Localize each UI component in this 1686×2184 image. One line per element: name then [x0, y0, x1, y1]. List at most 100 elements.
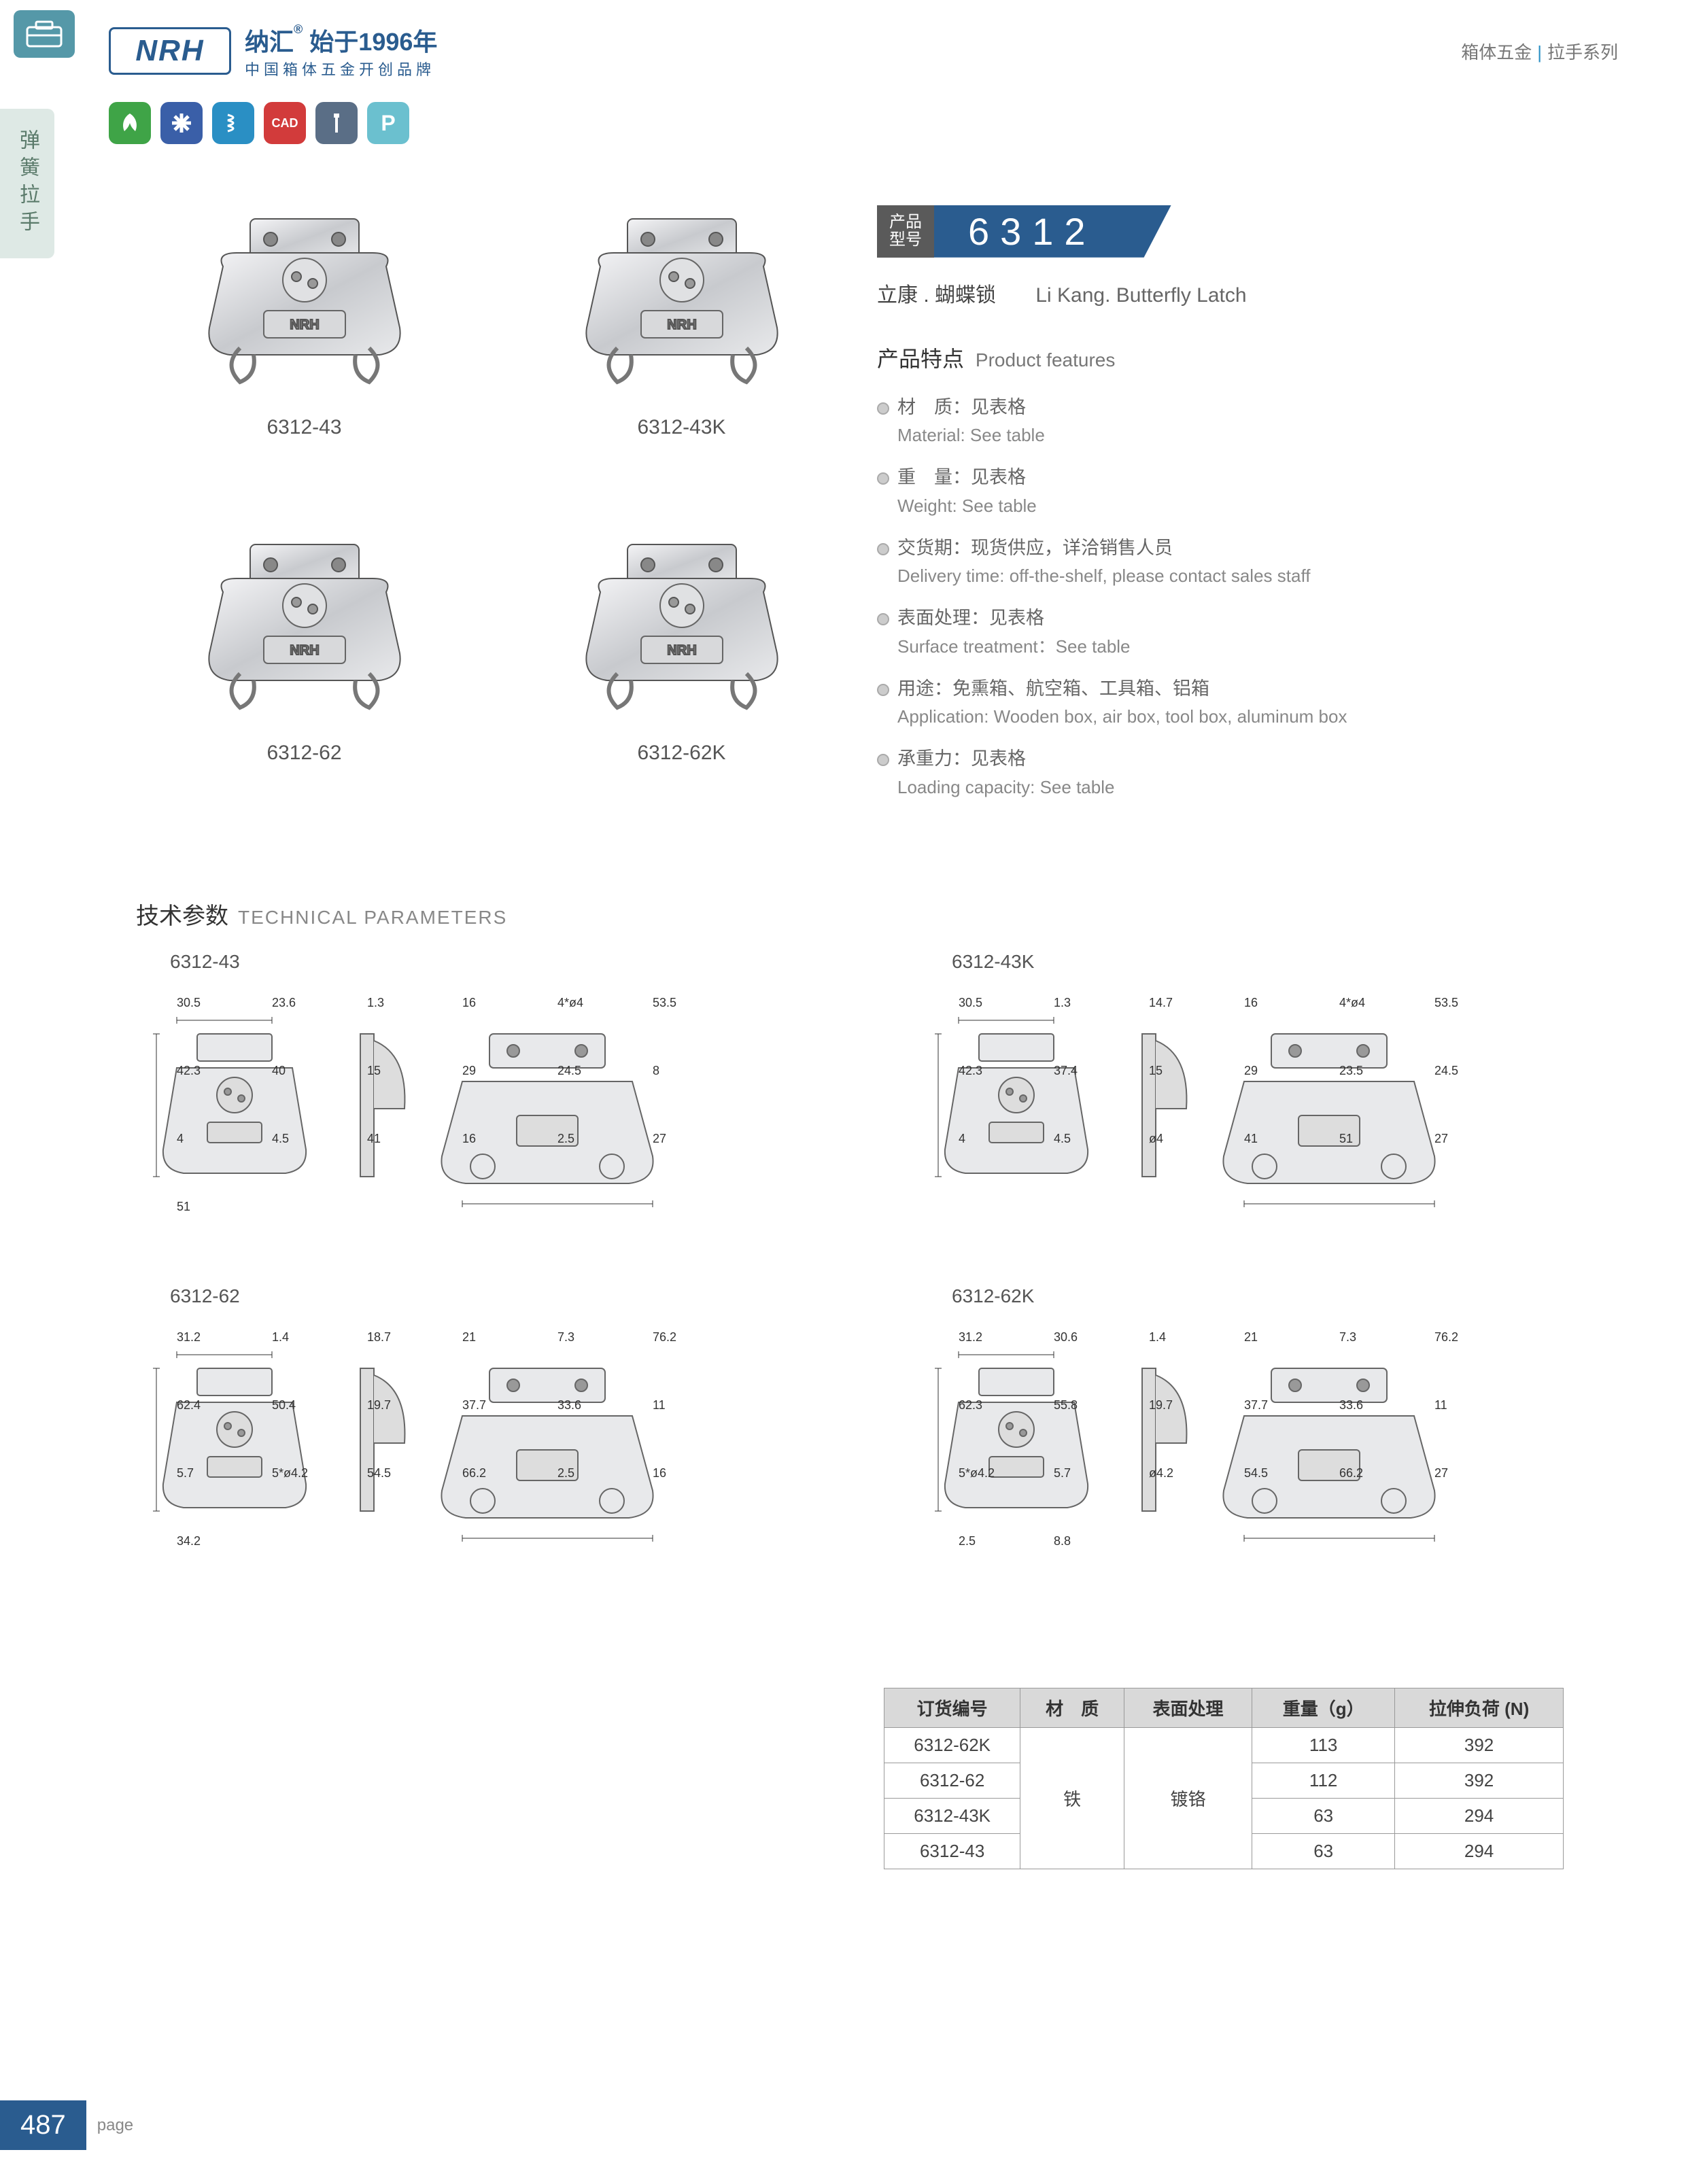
svg-text:37.4: 37.4 — [1054, 1064, 1078, 1077]
svg-text:1.3: 1.3 — [1054, 996, 1071, 1009]
cell-load: 392 — [1395, 1763, 1564, 1798]
svg-text:66.2: 66.2 — [462, 1466, 486, 1480]
svg-text:62.3: 62.3 — [959, 1398, 982, 1412]
product-label: 6312-62K — [513, 742, 850, 765]
product-image: NRH — [553, 531, 811, 721]
svg-text:30.5: 30.5 — [177, 996, 201, 1009]
product-info-column: 产品型号 6312 立康 . 蝴蝶锁 Li Kang. Butterfly La… — [850, 205, 1618, 816]
product-cell: NRH 6312-62 — [136, 531, 472, 816]
cell-weight: 63 — [1252, 1833, 1395, 1869]
table-header: 重量（g） — [1252, 1688, 1395, 1727]
attribute-icon — [212, 102, 254, 144]
product-label: 6312-62 — [136, 742, 472, 765]
cell-load: 294 — [1395, 1798, 1564, 1833]
svg-text:27: 27 — [1434, 1132, 1448, 1145]
product-subtitle: 立康 . 蝴蝶锁 Li Kang. Butterfly Latch — [877, 278, 1618, 308]
breadcrumb: 箱体五金|拉手系列 — [1461, 39, 1618, 64]
attribute-icon: P — [367, 102, 409, 144]
breadcrumb-series: 拉手系列 — [1547, 42, 1618, 63]
svg-text:27: 27 — [1434, 1466, 1448, 1480]
svg-text:NRH: NRH — [667, 317, 696, 332]
svg-text:15: 15 — [1149, 1064, 1163, 1077]
svg-text:51: 51 — [177, 1200, 190, 1213]
tech-heading: 技术参数TECHNICAL PARAMETERS — [136, 897, 1618, 931]
technical-drawing: 31.230.61.4217.376.262.355.819.737.733.6… — [918, 1321, 1530, 1579]
svg-text:34.2: 34.2 — [177, 1534, 201, 1548]
feature-list: 材 质：见表格Material: See table重 量：见表格Weight:… — [877, 394, 1618, 801]
product-image-grid: NRH 6312-43 NRH 6312-43K — [136, 205, 850, 816]
svg-text:5*ø4.2: 5*ø4.2 — [272, 1466, 308, 1480]
attribute-icon — [109, 102, 151, 144]
cell-code: 6312-62K — [884, 1727, 1020, 1763]
svg-text:23.6: 23.6 — [272, 996, 296, 1009]
svg-text:1.4: 1.4 — [272, 1330, 289, 1344]
brand-cn: 纳汇 — [245, 28, 294, 56]
product-image: NRH — [553, 205, 811, 396]
svg-text:33.6: 33.6 — [1339, 1398, 1363, 1412]
table-header: 材 质 — [1020, 1688, 1124, 1727]
svg-text:7.3: 7.3 — [1339, 1330, 1356, 1344]
spec-table: 订货编号材 质表面处理重量（g）拉伸负荷 (N) 6312-62K铁镀铬1133… — [884, 1688, 1564, 1869]
product-cell: NRH 6312-43K — [513, 205, 850, 490]
product-image: NRH — [175, 531, 434, 721]
svg-text:NRH: NRH — [290, 643, 319, 658]
svg-text:37.7: 37.7 — [1244, 1398, 1268, 1412]
drawing-cell: 6312-62K 31.230.61.4217.376.262.355.819.… — [918, 1285, 1618, 1579]
product-cell: NRH 6312-62K — [513, 531, 850, 816]
svg-text:31.2: 31.2 — [177, 1330, 201, 1344]
drawing-cell: 6312-43 30.523.61.3164*ø453.542.34015292… — [136, 951, 836, 1245]
svg-text:4*ø4: 4*ø4 — [1339, 996, 1365, 1009]
svg-text:42.3: 42.3 — [177, 1064, 201, 1077]
product-cell: NRH 6312-43 — [136, 205, 472, 490]
cell-weight: 63 — [1252, 1798, 1395, 1833]
brand-logo: NRH — [109, 27, 231, 75]
svg-text:8.8: 8.8 — [1054, 1534, 1071, 1548]
cell-load: 392 — [1395, 1727, 1564, 1763]
cell-code: 6312-62 — [884, 1763, 1020, 1798]
drawing-label: 6312-62K — [952, 1285, 1618, 1307]
svg-text:4.5: 4.5 — [272, 1132, 289, 1145]
svg-text:2.5: 2.5 — [557, 1466, 574, 1480]
svg-text:21: 21 — [462, 1330, 476, 1344]
brand-tagline: 中国箱体五金开创品牌 — [245, 58, 437, 80]
cell-weight: 113 — [1252, 1727, 1395, 1763]
svg-text:NRH: NRH — [667, 643, 696, 658]
svg-text:54.5: 54.5 — [367, 1466, 391, 1480]
svg-text:55.8: 55.8 — [1054, 1398, 1078, 1412]
feature-item: 承重力：见表格Loading capacity: See table — [877, 745, 1618, 801]
table-header: 拉伸负荷 (N) — [1395, 1688, 1564, 1727]
table-row: 6312-62K铁镀铬113392 — [884, 1727, 1564, 1763]
svg-text:7.3: 7.3 — [557, 1330, 574, 1344]
svg-text:51: 51 — [1339, 1132, 1353, 1145]
svg-text:29: 29 — [1244, 1064, 1258, 1077]
svg-text:66.2: 66.2 — [1339, 1466, 1363, 1480]
svg-text:76.2: 76.2 — [653, 1330, 676, 1344]
subtitle-en: Li Kang. Butterfly Latch — [1035, 284, 1246, 307]
svg-text:5.7: 5.7 — [177, 1466, 194, 1480]
svg-text:23.5: 23.5 — [1339, 1064, 1363, 1077]
svg-text:31.2: 31.2 — [959, 1330, 982, 1344]
svg-text:4: 4 — [959, 1132, 965, 1145]
features-heading: 产品特点 Product features — [877, 342, 1618, 373]
svg-text:19.7: 19.7 — [1149, 1398, 1173, 1412]
svg-text:4: 4 — [177, 1132, 184, 1145]
svg-text:ø4: ø4 — [1149, 1132, 1163, 1145]
attribute-icon — [160, 102, 203, 144]
attribute-icon: CAD — [264, 102, 306, 144]
svg-text:1.4: 1.4 — [1149, 1330, 1166, 1344]
svg-text:29: 29 — [462, 1064, 476, 1077]
table-header: 订货编号 — [884, 1688, 1020, 1727]
brand-text: 纳汇® 始于1996年 中国箱体五金开创品牌 — [245, 22, 437, 80]
svg-text:2.5: 2.5 — [959, 1534, 976, 1548]
brand-since: 始于1996年 — [309, 28, 437, 56]
svg-text:2.5: 2.5 — [557, 1132, 574, 1145]
page-number-value: 487 — [0, 2100, 86, 2150]
attribute-icon-row: CAD P — [0, 102, 1618, 144]
cell-material: 铁 — [1020, 1727, 1124, 1869]
page-number-label: page — [97, 2116, 133, 2135]
svg-text:33.6: 33.6 — [557, 1398, 581, 1412]
drawings-grid: 6312-43 30.523.61.3164*ø453.542.34015292… — [136, 951, 1618, 1579]
feature-item: 表面处理：见表格Surface treatment：See table — [877, 604, 1618, 660]
svg-text:40: 40 — [272, 1064, 286, 1077]
svg-text:4*ø4: 4*ø4 — [557, 996, 583, 1009]
